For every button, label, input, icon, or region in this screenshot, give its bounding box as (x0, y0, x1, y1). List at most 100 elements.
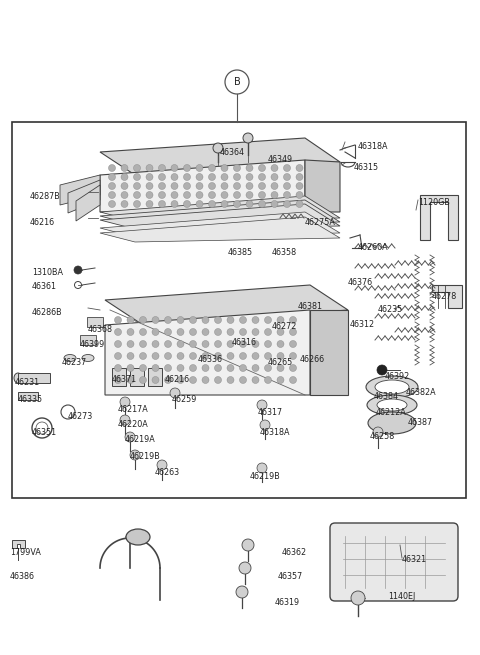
Circle shape (157, 460, 167, 470)
Circle shape (240, 352, 247, 360)
Circle shape (257, 400, 267, 410)
Text: 46357: 46357 (278, 572, 303, 581)
Circle shape (215, 352, 221, 360)
Circle shape (213, 143, 223, 153)
Text: 1120GB: 1120GB (418, 198, 450, 207)
Text: 46319: 46319 (275, 598, 300, 607)
Polygon shape (68, 180, 100, 213)
Text: 46386: 46386 (10, 572, 35, 581)
Polygon shape (105, 285, 348, 325)
Circle shape (108, 200, 116, 208)
Circle shape (165, 352, 171, 360)
Circle shape (183, 164, 191, 172)
Circle shape (121, 164, 128, 172)
Text: 46212A: 46212A (376, 408, 407, 417)
Circle shape (152, 364, 159, 371)
Circle shape (120, 415, 130, 425)
Polygon shape (100, 160, 305, 212)
Circle shape (264, 329, 272, 335)
Circle shape (289, 341, 297, 348)
Circle shape (146, 164, 153, 172)
Circle shape (259, 191, 265, 198)
Circle shape (140, 364, 146, 371)
Text: 46351: 46351 (32, 428, 57, 437)
Polygon shape (420, 195, 458, 240)
Circle shape (133, 200, 141, 208)
Circle shape (215, 316, 221, 324)
Circle shape (208, 191, 216, 198)
Circle shape (158, 191, 166, 198)
Text: 46349: 46349 (268, 155, 293, 164)
Circle shape (158, 164, 166, 172)
Circle shape (351, 591, 365, 605)
Text: 46273: 46273 (68, 412, 93, 421)
Circle shape (242, 539, 254, 551)
Text: 46259: 46259 (172, 395, 197, 404)
Text: 46358: 46358 (272, 248, 297, 257)
Ellipse shape (377, 399, 407, 411)
Circle shape (252, 352, 259, 360)
Circle shape (152, 316, 159, 324)
Circle shape (289, 377, 297, 383)
Circle shape (240, 316, 247, 324)
Text: 46312: 46312 (350, 320, 375, 329)
Polygon shape (100, 204, 340, 229)
Circle shape (221, 164, 228, 172)
Circle shape (190, 341, 196, 348)
Circle shape (271, 174, 278, 181)
Circle shape (246, 200, 253, 208)
Circle shape (133, 191, 141, 198)
Circle shape (259, 164, 265, 172)
Circle shape (277, 364, 284, 371)
Circle shape (202, 329, 209, 335)
Circle shape (208, 174, 216, 181)
Circle shape (183, 200, 191, 208)
Circle shape (202, 364, 209, 371)
Circle shape (252, 341, 259, 348)
Circle shape (177, 316, 184, 324)
Text: 1140EJ: 1140EJ (388, 592, 415, 601)
Text: 46316: 46316 (232, 338, 257, 347)
Circle shape (377, 365, 387, 375)
Circle shape (215, 329, 221, 335)
Bar (18, 373, 50, 383)
Polygon shape (100, 196, 340, 221)
Text: 46321: 46321 (402, 555, 427, 564)
Circle shape (239, 562, 251, 574)
Circle shape (271, 200, 278, 208)
Ellipse shape (126, 529, 150, 545)
Circle shape (296, 174, 303, 181)
Polygon shape (105, 310, 310, 395)
Text: 1799VA: 1799VA (10, 548, 41, 557)
Circle shape (108, 191, 116, 198)
Circle shape (130, 450, 140, 460)
Circle shape (152, 377, 159, 383)
Circle shape (171, 200, 178, 208)
Text: 46275A: 46275A (305, 218, 336, 227)
Text: 46384: 46384 (374, 392, 399, 401)
Bar (130, 368, 144, 386)
Circle shape (284, 183, 290, 189)
Text: 46272: 46272 (272, 322, 298, 331)
Circle shape (296, 183, 303, 189)
Circle shape (208, 164, 216, 172)
Circle shape (264, 316, 272, 324)
Circle shape (227, 341, 234, 348)
Circle shape (140, 329, 146, 335)
Polygon shape (100, 212, 340, 237)
Circle shape (289, 364, 297, 371)
Circle shape (196, 164, 203, 172)
Text: 46382A: 46382A (406, 388, 437, 397)
Circle shape (196, 191, 203, 198)
Circle shape (127, 341, 134, 348)
Text: 46286B: 46286B (32, 308, 62, 317)
Circle shape (252, 329, 259, 335)
Circle shape (227, 316, 234, 324)
Text: 46220A: 46220A (118, 420, 149, 429)
Circle shape (165, 341, 171, 348)
Circle shape (289, 329, 297, 335)
Circle shape (177, 352, 184, 360)
Circle shape (202, 341, 209, 348)
Circle shape (127, 316, 134, 324)
Circle shape (264, 341, 272, 348)
